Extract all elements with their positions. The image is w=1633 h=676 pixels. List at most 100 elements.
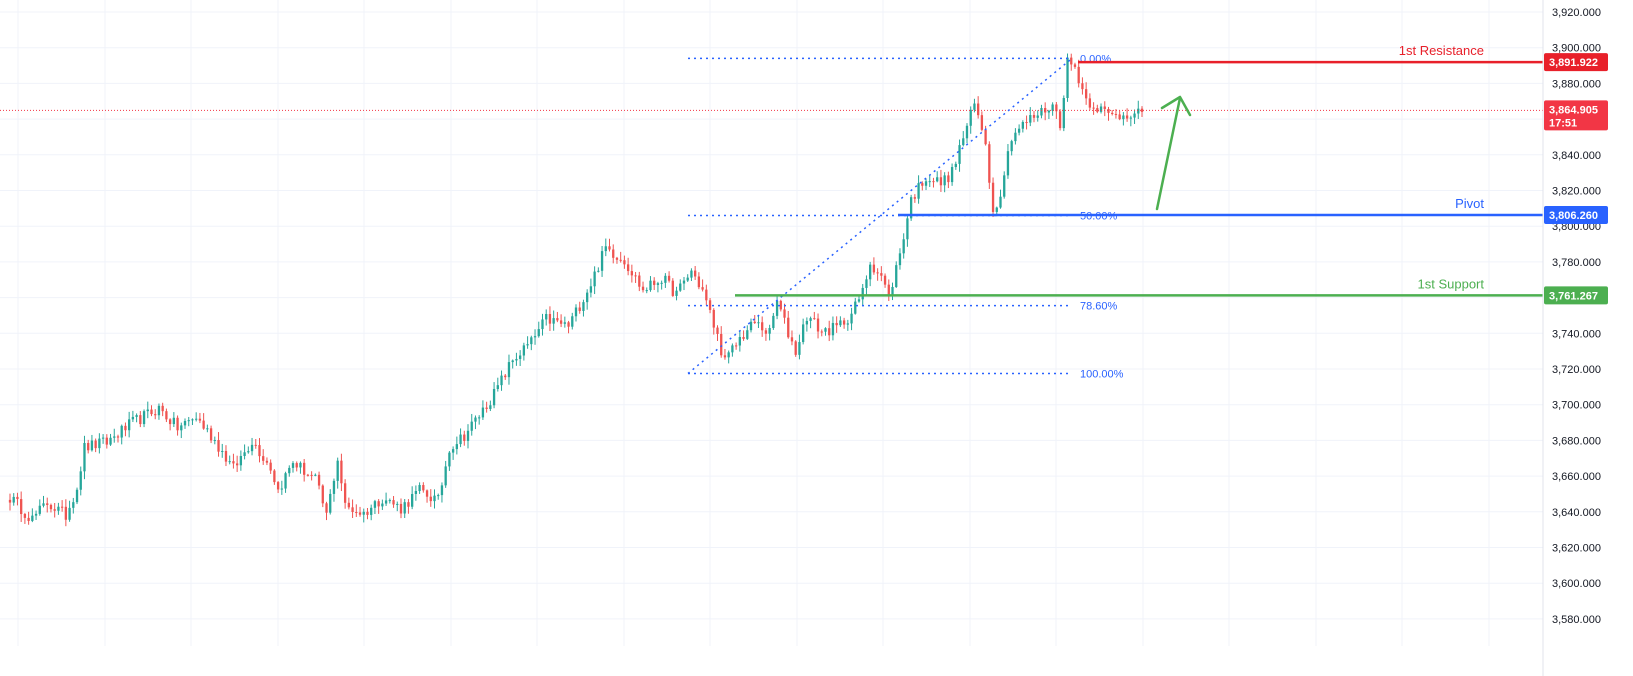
candle bbox=[1051, 102, 1054, 116]
candle-body bbox=[608, 246, 611, 250]
candle bbox=[988, 141, 991, 189]
candle bbox=[615, 256, 619, 264]
y-tick-label: 3,720.000 bbox=[1552, 364, 1601, 376]
candle bbox=[64, 499, 68, 527]
candle-body bbox=[235, 463, 239, 466]
candle bbox=[813, 311, 816, 320]
candle-body bbox=[988, 144, 991, 183]
candle bbox=[530, 335, 533, 351]
candle bbox=[213, 436, 216, 445]
candle bbox=[23, 512, 27, 524]
candle-body bbox=[213, 440, 216, 442]
candle bbox=[392, 496, 395, 508]
candle-body bbox=[586, 292, 589, 303]
candle-body bbox=[101, 437, 105, 439]
candle-body bbox=[731, 345, 734, 353]
candle bbox=[206, 424, 209, 433]
candle-body bbox=[243, 452, 246, 456]
candle-body bbox=[761, 322, 764, 331]
candle bbox=[124, 422, 127, 437]
candle-body bbox=[801, 324, 805, 343]
candle-body bbox=[653, 280, 656, 285]
candle-body bbox=[1092, 107, 1095, 109]
candle-body bbox=[701, 287, 704, 290]
candle bbox=[690, 268, 693, 281]
candle bbox=[1122, 112, 1125, 126]
candle bbox=[716, 325, 719, 341]
candle bbox=[455, 436, 458, 455]
candle bbox=[500, 370, 503, 391]
candle bbox=[120, 424, 123, 445]
candle bbox=[764, 327, 768, 341]
candle bbox=[734, 342, 738, 350]
candle bbox=[373, 499, 377, 515]
candle-body bbox=[869, 264, 872, 280]
candle-body bbox=[995, 207, 998, 212]
candle bbox=[202, 413, 205, 430]
candle-body bbox=[545, 314, 548, 320]
candle bbox=[865, 275, 868, 295]
candle-body bbox=[694, 270, 697, 277]
candle-body bbox=[1032, 115, 1036, 118]
y-tick-label: 3,680.000 bbox=[1552, 435, 1601, 447]
candle-body bbox=[917, 183, 920, 199]
candle bbox=[444, 460, 447, 488]
candle bbox=[288, 465, 291, 477]
candle bbox=[165, 408, 168, 423]
candle-body bbox=[634, 275, 637, 277]
candle bbox=[679, 279, 682, 292]
candle bbox=[749, 318, 753, 333]
candle-body bbox=[23, 514, 27, 518]
candle-body bbox=[146, 409, 149, 412]
candle-body bbox=[839, 320, 842, 326]
candle bbox=[176, 415, 179, 436]
candle bbox=[746, 325, 749, 341]
y-tick-label: 3,900.000 bbox=[1552, 43, 1601, 55]
candle bbox=[429, 489, 432, 507]
candle-body bbox=[686, 277, 689, 281]
candle bbox=[653, 277, 656, 291]
candle-body bbox=[154, 414, 157, 416]
candle bbox=[574, 304, 578, 322]
candle bbox=[768, 324, 771, 341]
candle-body bbox=[518, 355, 522, 359]
arrow-shaft bbox=[1155, 96, 1182, 211]
candle-body bbox=[991, 182, 995, 212]
candle-body bbox=[273, 470, 276, 483]
candle-body bbox=[563, 322, 566, 324]
candle-body bbox=[522, 345, 526, 356]
candle bbox=[779, 299, 782, 312]
candle bbox=[217, 432, 220, 457]
candle bbox=[757, 315, 760, 329]
candle bbox=[224, 445, 228, 467]
candle-body bbox=[202, 420, 205, 429]
price-axis[interactable]: 3,920.0003,900.0003,880.0003,860.0003,84… bbox=[1552, 7, 1601, 626]
candle bbox=[835, 316, 838, 333]
candle bbox=[381, 499, 384, 510]
candle-body bbox=[355, 512, 358, 514]
candle-body bbox=[842, 320, 846, 325]
candle bbox=[939, 169, 943, 192]
candle bbox=[187, 416, 190, 427]
candle bbox=[433, 489, 436, 509]
candle-body bbox=[898, 253, 902, 266]
candle bbox=[932, 177, 935, 188]
candle bbox=[68, 500, 71, 522]
candle bbox=[880, 266, 883, 282]
candle-body bbox=[46, 503, 49, 505]
candle bbox=[135, 413, 138, 423]
candle-body bbox=[977, 103, 980, 116]
candle bbox=[228, 455, 231, 465]
candle-body bbox=[708, 300, 712, 310]
candle bbox=[697, 272, 701, 290]
candle-body bbox=[425, 490, 429, 497]
candle bbox=[1017, 124, 1021, 136]
candle-body bbox=[455, 444, 458, 450]
candle-body bbox=[883, 275, 887, 285]
candle-body bbox=[574, 307, 578, 317]
candle bbox=[600, 245, 604, 277]
candle-body bbox=[474, 417, 477, 422]
candle bbox=[589, 278, 593, 298]
